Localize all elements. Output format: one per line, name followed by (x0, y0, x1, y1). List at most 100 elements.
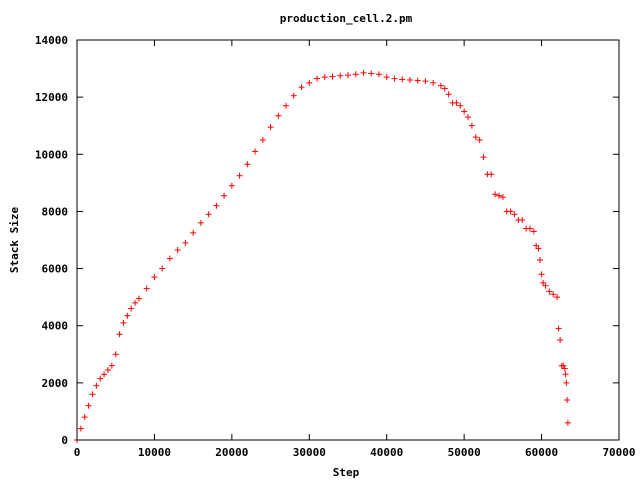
x-tick-label: 60000 (525, 446, 558, 459)
data-point (283, 102, 290, 109)
data-point (166, 255, 173, 262)
plot-frame (76, 39, 620, 441)
data-point (406, 77, 413, 83)
data-point (259, 137, 266, 143)
data-point (128, 305, 135, 312)
data-point (132, 299, 139, 306)
x-tick-label: 20000 (215, 446, 248, 459)
data-point (314, 75, 321, 82)
data-point (472, 134, 479, 141)
y-tick-label: 10000 (35, 148, 68, 161)
data-point (562, 371, 569, 378)
data-points (74, 69, 571, 443)
data-point (511, 211, 518, 218)
y-tick-label: 12000 (35, 91, 68, 104)
data-point (101, 371, 108, 378)
data-point (538, 271, 545, 278)
data-point (399, 76, 406, 83)
data-point (197, 219, 204, 226)
data-point (97, 375, 104, 382)
data-point (151, 274, 158, 281)
data-point (564, 419, 571, 426)
data-point (453, 99, 460, 106)
data-point (77, 425, 84, 432)
data-point (555, 325, 562, 332)
data-point (93, 382, 100, 389)
data-point (546, 288, 553, 295)
x-axis-label: Step (333, 466, 360, 479)
data-point (457, 102, 464, 109)
data-point (267, 124, 274, 131)
data-point (352, 71, 359, 78)
data-point (306, 79, 313, 86)
data-point (519, 217, 526, 223)
data-point (112, 351, 119, 358)
data-point (135, 295, 142, 302)
x-tick-label: 10000 (138, 446, 171, 459)
data-point (564, 397, 571, 403)
data-point (143, 285, 150, 292)
y-tick-label: 14000 (35, 34, 68, 47)
data-point (360, 69, 367, 76)
data-point (182, 239, 189, 246)
y-tick-label: 8000 (42, 205, 69, 218)
data-point (124, 312, 131, 319)
data-point (236, 172, 243, 179)
data-point (174, 247, 181, 253)
data-point (275, 112, 282, 119)
data-point (298, 84, 305, 91)
data-point (89, 391, 96, 398)
data-point (445, 91, 452, 98)
data-point (526, 225, 533, 232)
x-tick-label: 70000 (602, 446, 635, 459)
data-point (507, 208, 514, 215)
data-point (441, 85, 448, 92)
data-point (159, 265, 166, 272)
data-point (329, 73, 336, 80)
data-point (228, 182, 235, 189)
data-point (557, 337, 564, 343)
x-tick-label: 0 (74, 446, 81, 459)
data-point (550, 291, 557, 298)
data-point (108, 362, 115, 369)
y-tick-label: 4000 (42, 320, 69, 333)
y-tick-label: 6000 (42, 263, 69, 276)
tick-labels: 0 10000 20000 30000 40000 50000 60000 70000 0 200… (35, 34, 636, 459)
data-point (468, 122, 475, 129)
data-point (391, 75, 398, 82)
data-point (213, 202, 220, 209)
data-point (430, 79, 437, 86)
data-point (190, 229, 197, 236)
data-point (345, 72, 351, 79)
data-point (488, 171, 495, 178)
data-point (476, 137, 483, 143)
data-point (120, 319, 127, 326)
data-point (205, 211, 212, 218)
data-point (104, 367, 111, 373)
data-point (221, 192, 228, 199)
data-point (383, 74, 390, 81)
data-point (414, 77, 421, 84)
chart-title: production_cell.2.pm (280, 12, 413, 25)
data-point (252, 148, 259, 155)
data-point (495, 192, 502, 199)
data-point (290, 92, 297, 99)
x-tick-label: 50000 (448, 446, 481, 459)
x-tick-label: 30000 (293, 446, 326, 459)
data-point (563, 379, 570, 386)
data-point (422, 78, 429, 85)
data-point (437, 82, 444, 89)
data-point (244, 161, 251, 168)
data-point (561, 365, 568, 372)
data-point (461, 108, 468, 115)
data-point (492, 191, 499, 198)
data-point (465, 114, 472, 121)
data-point (537, 257, 544, 263)
y-tick-label: 2000 (42, 377, 69, 390)
data-point (81, 414, 88, 421)
data-point (554, 294, 561, 301)
data-point (368, 70, 375, 77)
data-point (499, 194, 506, 201)
data-point (530, 228, 537, 235)
